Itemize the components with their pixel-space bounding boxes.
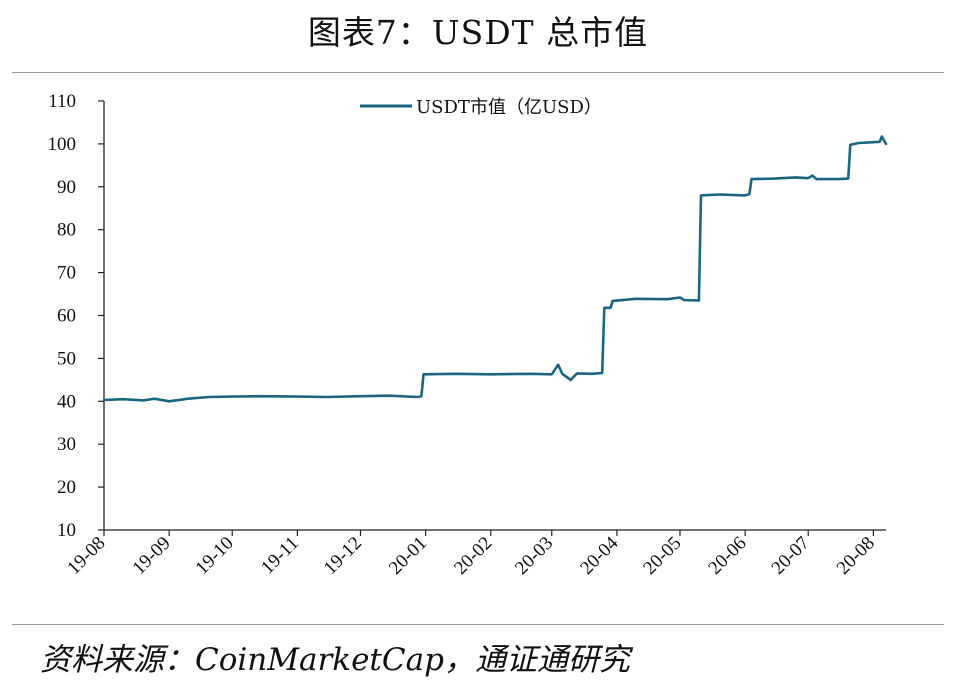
x-tick-label: 20-02 (450, 533, 496, 579)
source-note: 资料来源：CoinMarketCap，通证通研究 (40, 642, 630, 678)
y-tick-label: 90 (57, 177, 76, 198)
y-tick-label: 80 (57, 220, 76, 241)
y-tick-label: 10 (57, 520, 76, 541)
x-tick-label: 20-03 (511, 533, 557, 579)
y-tick-label: 110 (48, 91, 76, 112)
x-tick-label: 20-08 (833, 533, 879, 579)
x-tick-label: 20-07 (768, 533, 814, 579)
x-tick-label: 19-10 (192, 533, 238, 579)
usdt-market-cap-line (102, 135, 888, 403)
legend-label: USDT市值（亿USD） (416, 97, 602, 118)
x-tick-label: 20-06 (704, 533, 750, 579)
y-tick-label: 50 (57, 348, 76, 369)
y-tick-label: 100 (48, 134, 77, 155)
axes (103, 101, 886, 531)
series-group (102, 135, 888, 403)
y-axis-ticks: 10 20 30 40 50 60 70 80 90 100 110 (48, 91, 104, 541)
x-tick-label: 19-09 (129, 533, 175, 579)
x-tick-label: 19-12 (320, 533, 366, 579)
y-tick-label: 70 (57, 263, 76, 284)
y-tick-label: 60 (57, 306, 76, 327)
top-divider (12, 72, 944, 73)
figure-title: 图表7：USDT 总市值 (307, 13, 649, 52)
x-tick-label: 20-04 (576, 532, 623, 579)
x-axis-ticks: 19-08 19-09 19-10 19-11 19-12 20-01 20-02 20-03… (63, 530, 879, 579)
y-tick-label: 30 (57, 434, 76, 455)
y-tick-label: 40 (57, 391, 76, 412)
legend: USDT市值（亿USD） (360, 97, 602, 118)
x-tick-label: 19-11 (257, 533, 303, 579)
bottom-divider (12, 624, 944, 625)
x-tick-label: 20-05 (639, 533, 685, 579)
x-tick-label: 20-01 (385, 533, 431, 579)
y-tick-label: 20 (57, 477, 76, 498)
